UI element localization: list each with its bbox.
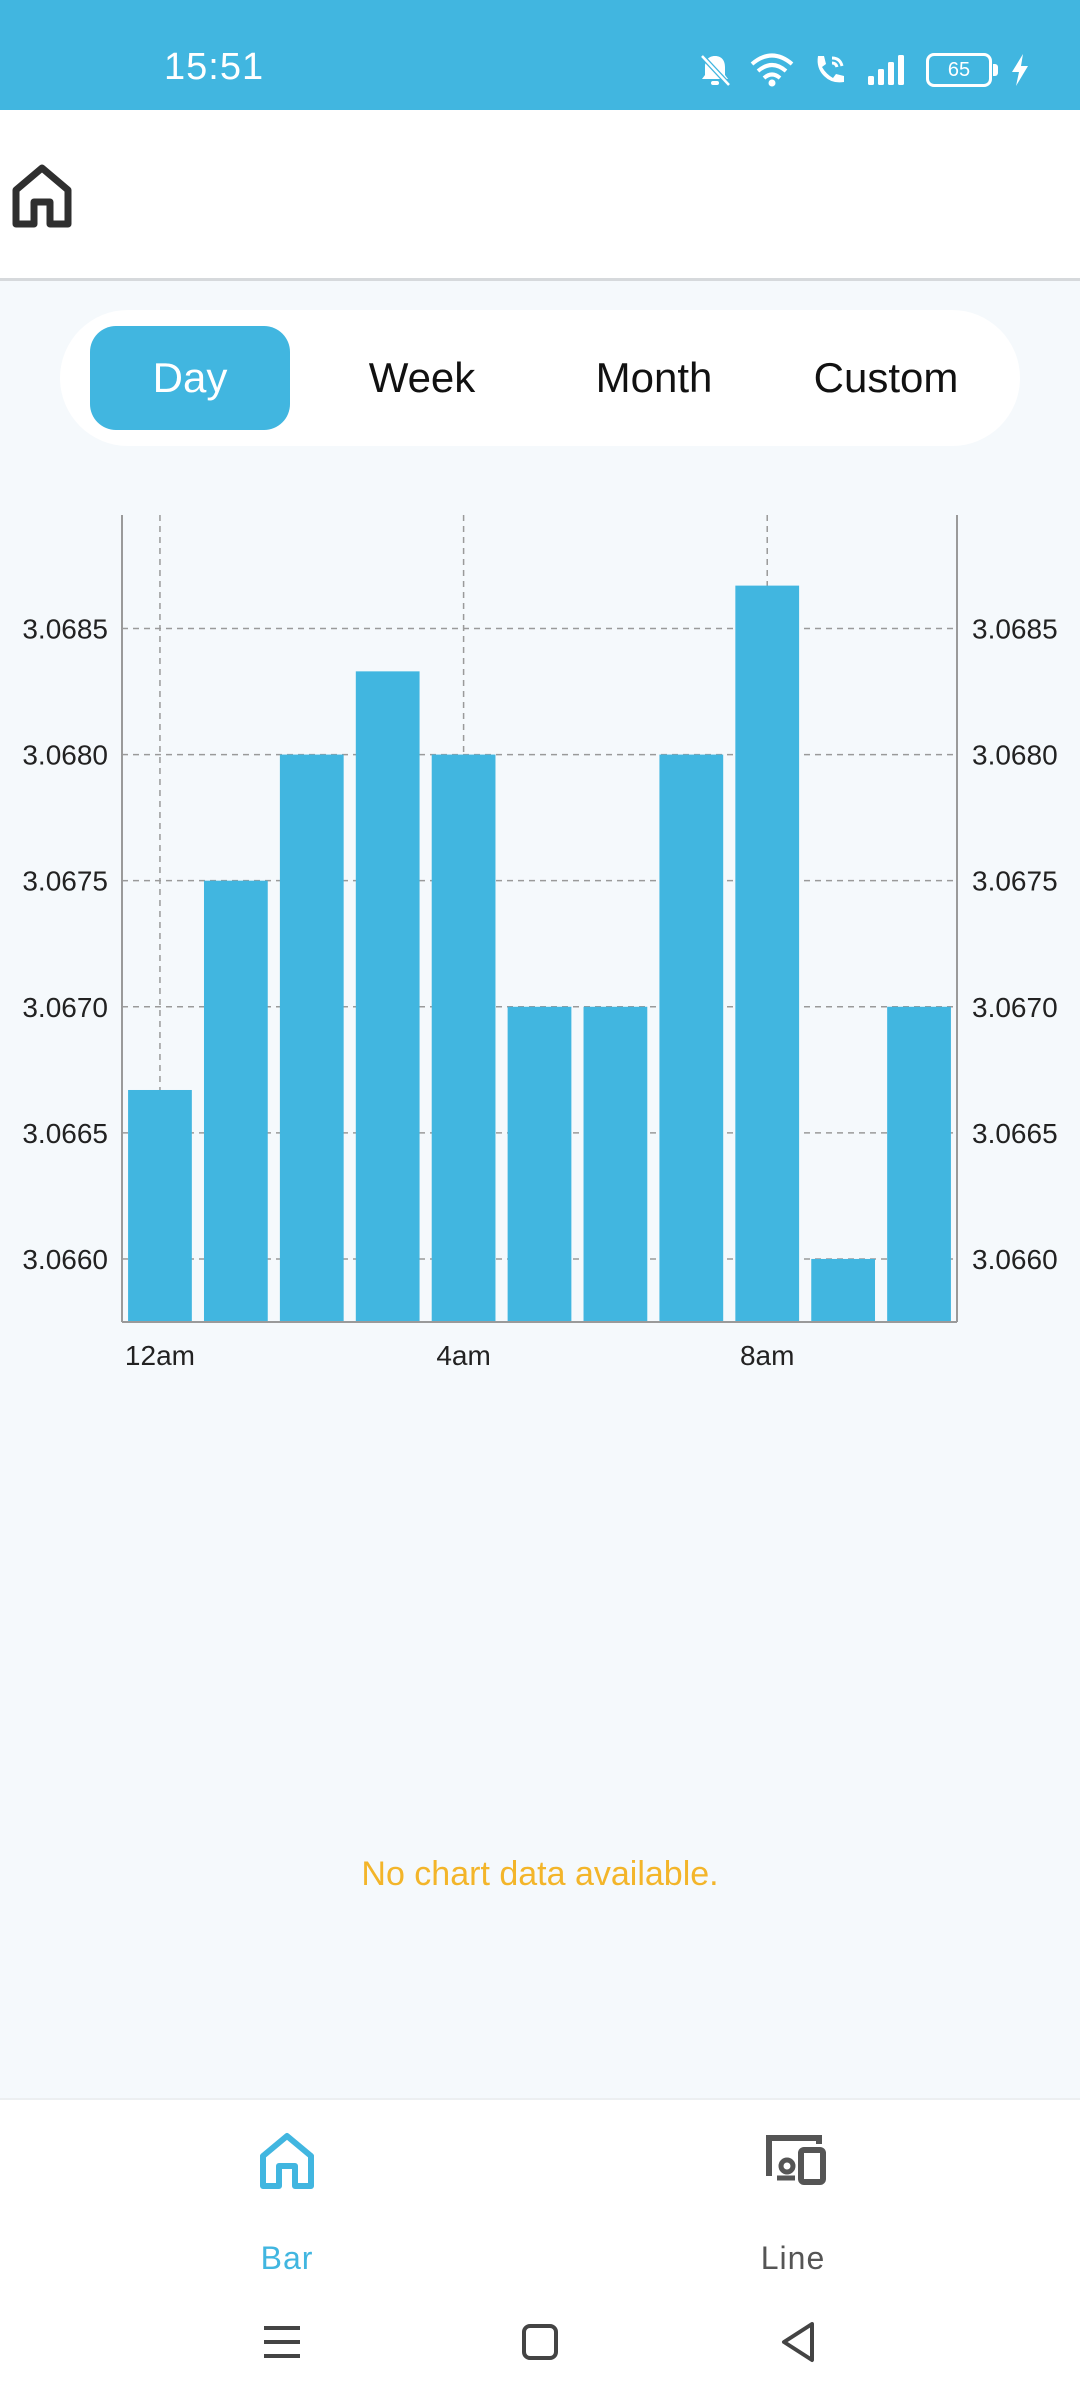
status-bar: 15:51 65 — [0, 0, 1080, 110]
bar-chart-svg: 3.0660 3.0660 3.0665 3.0665 3.0670 3.0670 3.06… — [22, 515, 1058, 1371]
battery-level: 65 — [947, 58, 971, 81]
y-tick-label-right: 3.0675 — [972, 866, 1058, 897]
status-time: 15:51 — [164, 46, 265, 88]
x-tick-label: 8am — [740, 1340, 794, 1371]
y-tick-label-right: 3.0680 — [972, 740, 1058, 771]
tab-month[interactable]: Month — [595, 354, 713, 401]
bar-chart: 3.0660 3.0660 3.0665 3.0665 3.0670 3.0670 3.06… — [0, 500, 1080, 1400]
wifi-icon — [750, 53, 794, 87]
system-nav-bar — [0, 2288, 1080, 2400]
nav-item-line[interactable]: Line — [693, 2130, 893, 2276]
y-tick-label-left: 3.0685 — [22, 613, 108, 644]
devices-icon — [766, 2135, 826, 2185]
y-tick-label-right: 3.0665 — [972, 1118, 1058, 1149]
menu-icon[interactable] — [250, 2310, 314, 2374]
y-tick-label-left: 3.0660 — [22, 1244, 108, 1275]
y-tick-label-right: 3.0685 — [972, 613, 1058, 644]
nav-label-line: Line — [760, 2240, 826, 2276]
home-icon[interactable] — [10, 162, 74, 230]
battery-icon: 65 — [926, 53, 998, 87]
nav-label-bar: Bar — [260, 2240, 314, 2276]
app-header — [0, 110, 1080, 281]
x-tick-label: 4am — [436, 1340, 490, 1371]
signal-icon — [868, 55, 904, 85]
y-tick-label-left: 3.0665 — [22, 1118, 108, 1149]
bar-8am — [735, 585, 800, 1322]
bar-1am — [203, 880, 268, 1322]
bar-7am — [659, 754, 724, 1322]
bar-6am — [583, 1006, 648, 1322]
x-tick-label: 12am — [125, 1340, 195, 1371]
y-tick-label-right: 3.0670 — [972, 992, 1058, 1023]
bell-off-icon — [700, 54, 731, 87]
wifi-call-icon — [817, 56, 844, 83]
y-tick-label-left: 3.0680 — [22, 740, 108, 771]
no-data-message: No chart data available. — [361, 1855, 719, 1893]
home-square-icon[interactable] — [508, 2310, 572, 2374]
y-tick-label-right: 3.0660 — [972, 1244, 1058, 1275]
home-icon — [260, 2133, 314, 2189]
bar-9am — [811, 1258, 876, 1322]
bar-3am — [355, 671, 420, 1322]
bar-5am — [507, 1006, 572, 1322]
back-icon[interactable] — [766, 2310, 830, 2374]
bottom-nav: Bar Line — [0, 2098, 1080, 2290]
bar-4am — [431, 754, 496, 1322]
bar-12am — [128, 1089, 192, 1322]
nav-item-bar[interactable]: Bar — [187, 2130, 387, 2276]
y-tick-label-left: 3.0675 — [22, 866, 108, 897]
tab-day[interactable]: Day — [90, 326, 290, 430]
period-selector: Day Week Month Custom — [60, 310, 1020, 446]
tab-week[interactable]: Week — [368, 354, 476, 401]
bar-10am — [887, 1006, 951, 1322]
y-tick-label-left: 3.0670 — [22, 992, 108, 1023]
tab-custom[interactable]: Custom — [813, 354, 959, 401]
bar-2am — [279, 754, 344, 1322]
status-icons: 65 — [698, 50, 1030, 90]
charging-icon — [1012, 54, 1028, 86]
